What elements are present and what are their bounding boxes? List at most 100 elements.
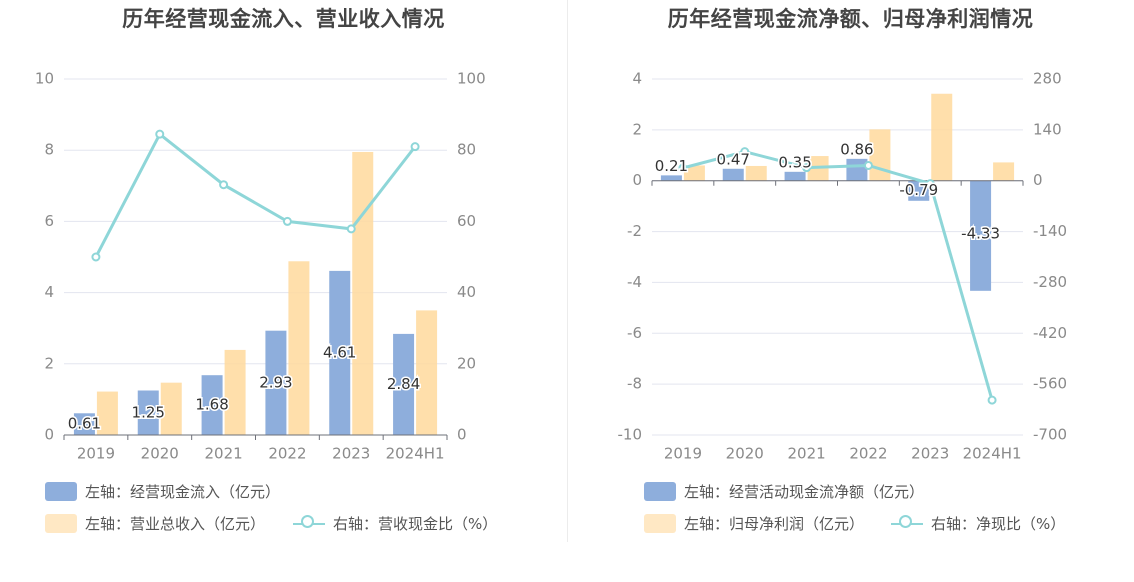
bar [745, 165, 767, 181]
y-tick-label-right: 280 [1033, 70, 1062, 88]
legend-item[interactable]: 右轴：净现比（%） [891, 513, 1065, 534]
bar [722, 168, 744, 181]
y-tick-label-left: 0 [632, 171, 642, 189]
y-tick-label-right: 40 [457, 283, 476, 301]
bar [416, 310, 438, 435]
y-tick-label-left: 2 [44, 354, 54, 372]
y-tick-label-right: 0 [1033, 171, 1043, 189]
chart-plot-right: -10 -8 -6 -4 -2 0 2 4 -700 -560 -420 -280 -140 0 140 28… [618, 70, 1068, 463]
series-line [682, 150, 994, 401]
legend-swatch [45, 514, 77, 533]
data-label: -4.33 [961, 224, 1000, 242]
data-label: 1.25 [132, 403, 165, 421]
legend-item[interactable]: 左轴：归母净利润（亿元） [644, 513, 864, 534]
y-tick-label-right: -280 [1033, 273, 1067, 291]
data-label: 0.47 [717, 150, 750, 168]
legend-item[interactable]: 左轴：营业总收入（亿元） [45, 513, 265, 534]
data-label: 4.61 [323, 343, 356, 361]
bar [683, 165, 705, 181]
legend-item[interactable]: 左轴：经营活动现金流净额（亿元） [644, 481, 924, 502]
y-tick-label-right: -420 [1033, 324, 1067, 342]
x-tick-label: 2024H1 [386, 445, 445, 463]
legend-label: 右轴：净现比（%） [931, 515, 1066, 533]
line-point [91, 252, 101, 262]
y-tick-label-left: -2 [627, 222, 642, 240]
panel-divider [567, 0, 568, 542]
y-tick-label-right: 100 [457, 70, 486, 88]
x-tick-label: 2020 [726, 445, 764, 463]
legend-line-icon [293, 514, 325, 533]
series-line [94, 131, 417, 258]
x-tick-label: 2024H1 [963, 445, 1022, 463]
data-label: -0.79 [899, 181, 938, 199]
line-point [346, 224, 356, 234]
data-label: 0.35 [778, 153, 811, 171]
legend-item[interactable]: 左轴：经营现金流入（亿元） [45, 481, 280, 502]
bar [908, 180, 930, 201]
line-point [678, 163, 688, 173]
chart-title: 历年经营现金流净额、归母净利润情况 [667, 7, 1034, 31]
line-point [219, 180, 229, 190]
data-label: 0.61 [68, 415, 101, 433]
bar [846, 158, 868, 181]
y-tick-label-right: 80 [457, 141, 476, 159]
bar [993, 162, 1015, 181]
bar [393, 333, 415, 435]
x-tick-label: 2019 [664, 445, 702, 463]
legend-swatch [644, 482, 676, 501]
legend-swatch [45, 482, 77, 501]
line-point [925, 179, 935, 189]
data-label: 0.21 [655, 157, 688, 175]
legend-label: 左轴：归母净利润（亿元） [684, 515, 865, 533]
y-tick-label-left: -4 [627, 273, 642, 291]
bar [137, 390, 159, 435]
line-point [863, 160, 873, 170]
line-point [740, 147, 750, 157]
bar [352, 151, 374, 436]
y-tick-label-right: 60 [457, 212, 476, 230]
y-tick-label-left: 4 [44, 283, 54, 301]
y-tick-label-left: 4 [632, 70, 642, 88]
bar [73, 413, 95, 435]
data-label: 2.93 [259, 373, 292, 391]
line-point [155, 129, 165, 139]
chart-panel-left: 历年经营现金流入、营业收入情况 0 2 4 6 8 10 0 20 40 60 80 100 2019 2… [35, 7, 497, 534]
x-tick-label: 2020 [141, 445, 179, 463]
x-tick-label: 2023 [911, 445, 949, 463]
bar [288, 261, 310, 435]
legend-label: 右轴：营收现金比（%） [333, 515, 498, 533]
bar [96, 391, 118, 435]
data-label: 0.86 [840, 140, 873, 158]
bar [224, 349, 246, 435]
bar [265, 330, 287, 435]
bar [329, 270, 351, 435]
chart-title: 历年经营现金流入、营业收入情况 [122, 7, 445, 31]
y-tick-label-right: 140 [1033, 120, 1062, 138]
line-point [987, 395, 997, 405]
y-tick-label-right: 20 [457, 354, 476, 372]
legend-swatch [644, 514, 676, 533]
bar [160, 382, 182, 435]
bar [931, 93, 953, 181]
line-point [802, 163, 812, 173]
y-tick-label-left: 8 [44, 141, 54, 159]
x-tick-label: 2021 [204, 445, 242, 463]
legend-label: 左轴：营业总收入（亿元） [85, 515, 266, 533]
y-tick-label-left: -10 [618, 426, 643, 444]
chart-panel-right: 历年经营现金流净额、归母净利润情况 -10 -8 -6 -4 -2 0 2 4 -700 -560… [567, 0, 1134, 582]
x-tick-label: 2023 [332, 445, 370, 463]
x-tick-label: 2019 [77, 445, 115, 463]
y-tick-label-left: 6 [44, 212, 54, 230]
legend-item[interactable]: 右轴：营收现金比（%） [293, 513, 497, 534]
bar [970, 180, 992, 291]
bar [201, 375, 223, 435]
x-tick-label: 2022 [849, 445, 887, 463]
x-tick-label: 2021 [787, 445, 825, 463]
y-tick-label-left: 2 [632, 120, 642, 138]
line-point [410, 142, 420, 152]
legend-label: 左轴：经营现金流入（亿元） [85, 483, 281, 501]
y-tick-label-left: 0 [44, 426, 54, 444]
y-tick-label-left: -8 [627, 375, 642, 393]
y-tick-label-left: -6 [627, 324, 642, 342]
